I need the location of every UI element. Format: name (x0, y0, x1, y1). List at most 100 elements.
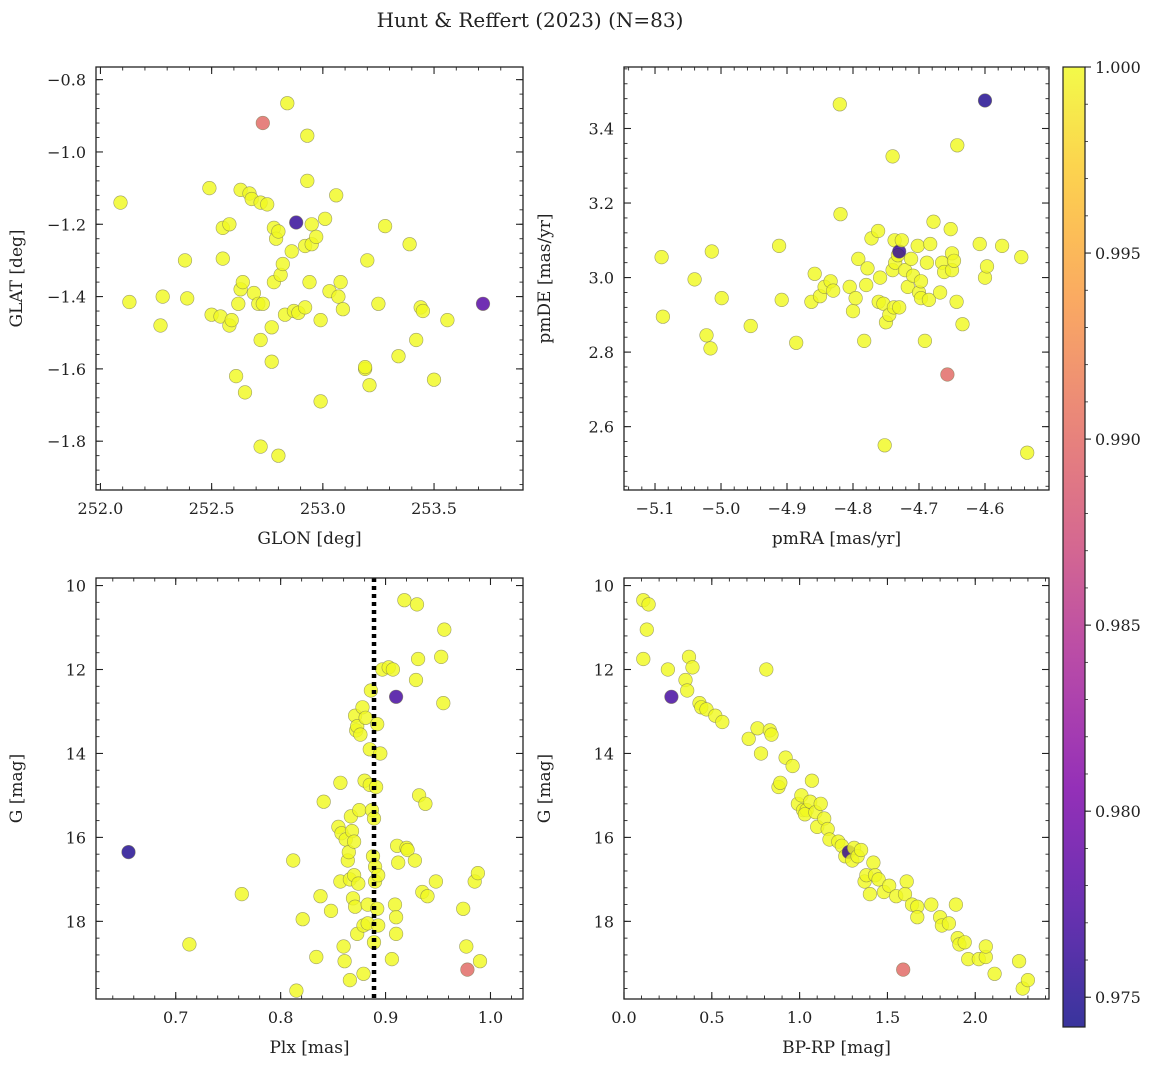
data-point (400, 842, 415, 858)
data-point (699, 328, 714, 343)
colorbar-tick-label: 1.000 (1095, 58, 1141, 77)
axes-frame (95, 66, 524, 491)
colorbar: 0.975 0.980 0.985 0.990 0.995 1.000 (1062, 58, 1141, 1028)
data-point (234, 886, 249, 902)
data-point (871, 872, 886, 887)
y-axis-label: pmDE [mas/yr] (535, 213, 555, 343)
data-point (456, 901, 471, 916)
data-point (437, 622, 452, 637)
data-point (773, 775, 788, 790)
y-tick-label: 16 (66, 828, 86, 847)
data-point (940, 367, 955, 382)
data-point (342, 972, 358, 988)
data-point (304, 217, 319, 232)
data-point (910, 910, 925, 925)
x-tick-label: 253.5 (411, 499, 457, 518)
data-point (877, 438, 892, 453)
y-axis-label: G [mag] (535, 754, 555, 823)
data-point (789, 335, 804, 350)
data-point (391, 855, 406, 870)
data-point (977, 93, 993, 108)
data-point (253, 439, 268, 454)
data-point (950, 138, 965, 153)
data-point (753, 746, 769, 761)
data-point (972, 236, 987, 252)
data-point (774, 292, 789, 308)
colorbar-frame (1062, 66, 1086, 1028)
x-tick-label: 0.7 (163, 1008, 188, 1027)
colorbar-tick-label: 0.975 (1095, 988, 1141, 1007)
data-point (714, 291, 729, 306)
data-point (926, 214, 941, 229)
data-point (371, 868, 386, 883)
data-point (892, 300, 907, 315)
data-point (389, 689, 404, 704)
y-tick-label: 16 (594, 828, 614, 847)
data-point (680, 683, 695, 698)
data-point (313, 394, 328, 409)
data-point (336, 939, 351, 954)
data-point (180, 291, 195, 306)
y-tick-label: 12 (66, 661, 86, 680)
data-point (177, 253, 193, 268)
data-point (353, 727, 368, 742)
data-point (924, 897, 939, 912)
x-axis-label: GLON [deg] (257, 529, 361, 549)
data-point (813, 796, 828, 811)
data-point (848, 291, 863, 306)
data-point (411, 651, 426, 667)
data-point (275, 256, 290, 272)
data-point (397, 593, 412, 608)
data-point (470, 865, 486, 881)
y-axis-label: GLAT [deg] (7, 229, 27, 327)
data-point (897, 886, 913, 902)
y-tick-label: −1.0 (47, 143, 86, 162)
data-point (987, 966, 1002, 981)
data-point (235, 275, 250, 290)
data-point (741, 731, 756, 746)
data-point (253, 332, 268, 348)
data-point (335, 302, 351, 317)
data-point (857, 333, 872, 349)
data-point (215, 251, 230, 266)
y-tick-label: −1.8 (47, 432, 86, 451)
x-tick-label: 1.0 (787, 1008, 812, 1027)
y-tick-label: 3.2 (589, 194, 614, 213)
data-point (460, 962, 475, 977)
data-point (407, 853, 423, 868)
data-point (851, 251, 866, 266)
x-tick-label: 1.5 (875, 1008, 900, 1027)
data-point (255, 296, 270, 311)
x-axis-label: BP-RP [mag] (782, 1038, 891, 1058)
y-tick-label: −1.6 (47, 360, 86, 379)
data-point (352, 802, 367, 818)
panel-pmra-pmde: −5.1 −5.0 −4.9 −4.8 −4.7 −4.6 2.6 2.8 3.0 3.2 3.4 p… (535, 66, 1050, 549)
data-point (348, 899, 363, 914)
panel-plx-g: 0.7 0.8 0.9 1.0 10 12 14 16 18 Plx [mas] G [mag] (7, 577, 524, 1058)
data-point (764, 727, 779, 742)
data-point (703, 341, 718, 356)
colorbar-tick-label: 0.985 (1095, 616, 1141, 635)
data-point (845, 304, 861, 319)
data-point (280, 96, 295, 111)
y-tick-label: −1.2 (47, 215, 86, 234)
data-point (222, 217, 237, 232)
data-point (932, 285, 948, 300)
scatter-points (113, 96, 491, 463)
data-point (409, 597, 425, 612)
data-point (300, 173, 315, 188)
data-point (475, 296, 491, 311)
data-point (329, 188, 344, 203)
data-point (271, 224, 286, 239)
y-tick-label: −0.8 (47, 71, 86, 90)
data-point (885, 149, 900, 164)
data-point (295, 912, 310, 927)
x-tick-label: 0.5 (699, 1008, 724, 1027)
data-point (428, 874, 444, 889)
data-point (360, 253, 375, 268)
x-tick-label: −4.6 (966, 499, 1005, 518)
data-point (866, 855, 881, 870)
x-tick-label: −4.9 (768, 499, 807, 518)
panel-bprp-g: 0.0 0.5 1.0 1.5 2.0 10 12 14 16 18 BP-RP [mag] G [m… (535, 577, 1050, 1058)
